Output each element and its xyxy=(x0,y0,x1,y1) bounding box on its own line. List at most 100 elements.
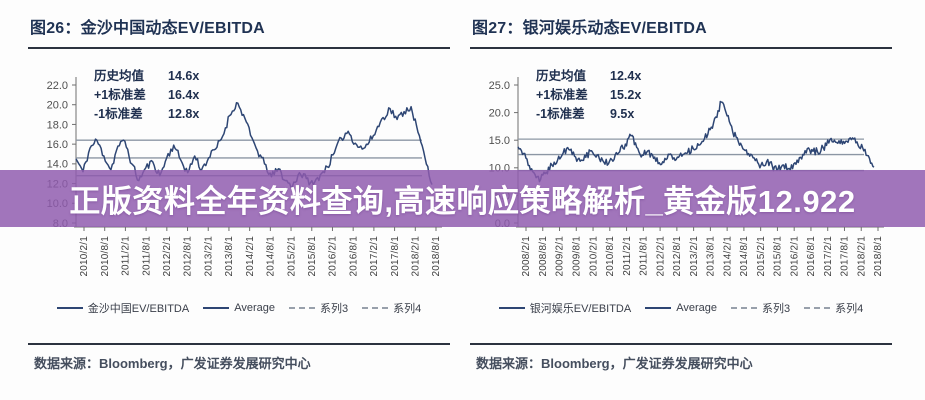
series-line xyxy=(517,100,875,183)
x-tick-label: 2011/8/1 xyxy=(141,236,152,276)
stat-value: 14.6x xyxy=(168,69,200,83)
y-tick-label: 15.0 xyxy=(489,135,510,147)
data-source: 数据来源：Bloomberg，广发证券发展研究中心 xyxy=(34,356,311,371)
stat-row: -1标准差 9.5x xyxy=(536,105,641,124)
legend-item: 系列3 xyxy=(731,300,790,316)
x-tick-label: 2016/8/1 xyxy=(348,236,359,277)
legend-dashed-marker xyxy=(731,307,757,309)
x-tick-label: 2014/8/1 xyxy=(266,236,277,277)
chart-panel-galaxy: 图27：银河娱乐动态EV/EBITDA 25.020.015.010.05.00… xyxy=(470,10,892,372)
x-tick-label: 2017/8/1 xyxy=(840,236,851,277)
stat-row: +1标准差 15.2x xyxy=(536,86,641,105)
title-divider xyxy=(470,47,892,49)
legend-item: 系列4 xyxy=(804,300,863,316)
legend-label: Average xyxy=(234,302,275,314)
stat-row: 历史均值 14.6x xyxy=(94,67,199,86)
stat-label: +1标准差 xyxy=(536,88,588,102)
x-tick-label: 2016/2/1 xyxy=(789,236,800,277)
stat-label: -1标准差 xyxy=(536,107,585,121)
legend-dashed-marker xyxy=(804,307,831,309)
stat-value: 9.5x xyxy=(610,107,635,121)
chart-title: 图26：金沙中国动态EV/EBITDA xyxy=(30,20,265,37)
x-tick-label: 2011/2/1 xyxy=(121,236,132,276)
stat-label: 历史均值 xyxy=(536,69,587,83)
x-tick-label: 2010/8/1 xyxy=(605,236,616,277)
source-divider xyxy=(470,343,892,345)
chart-title: 图27：银河娱乐动态EV/EBITDA xyxy=(472,20,707,37)
x-tick-label: 2008/8/1 xyxy=(538,236,549,277)
x-tick-label: 2018/2/1 xyxy=(410,236,421,277)
legend-item: 系列4 xyxy=(362,300,421,316)
legend-item: Average xyxy=(203,302,275,314)
stat-label: +1标准差 xyxy=(94,88,146,102)
y-tick-label: 20.0 xyxy=(489,107,510,119)
legend-line-marker xyxy=(203,307,230,309)
legend-label: 金沙中国EV/EBITDA xyxy=(87,303,190,315)
y-tick-label: 20.0 xyxy=(47,100,68,112)
x-tick-label: 2016/8/1 xyxy=(806,236,817,277)
legend-label: 银河娱乐EV/EBITDA xyxy=(529,303,632,315)
legend-label: 系列3 xyxy=(320,303,349,315)
x-tick-label: 2010/8/1 xyxy=(100,236,111,277)
y-tick-label: 22.0 xyxy=(47,80,68,92)
x-tick-label: 2010/2/1 xyxy=(588,236,599,277)
legend-label: 系列4 xyxy=(393,303,422,315)
x-tick-label: 2015/8/1 xyxy=(773,236,784,277)
legend-line-marker xyxy=(56,307,83,309)
x-tick-label: 2009/8/1 xyxy=(571,236,582,277)
y-tick-label: 25.0 xyxy=(489,80,510,92)
legend-item: 系列3 xyxy=(289,300,348,316)
legend-line-marker xyxy=(645,307,672,309)
stat-value: 15.2x xyxy=(610,88,642,102)
x-tick-label: 2017/2/1 xyxy=(823,236,834,277)
x-tick-label: 2013/2/1 xyxy=(203,236,214,277)
legend: 银河娱乐EV/EBITDA Average 系列3 系列4 xyxy=(470,299,892,317)
legend-item: Average xyxy=(645,302,717,314)
stat-label: -1标准差 xyxy=(94,107,143,121)
x-tick-label: 2014/2/1 xyxy=(245,236,256,277)
y-tick-label: 14.0 xyxy=(47,159,68,171)
watermark-banner-text: 正版资料全年资料查询,高速响应策略解析_黄金版12.922 xyxy=(69,184,856,219)
legend-item: 金沙中国EV/EBITDA xyxy=(56,300,190,316)
x-tick-label: 2012/8/1 xyxy=(183,236,194,277)
x-tick-label: 2015/8/1 xyxy=(307,236,318,277)
x-tick-label: 2018/8/1 xyxy=(431,236,442,277)
legend-label: Average xyxy=(676,302,717,314)
x-tick-label: 2015/2/1 xyxy=(286,236,297,277)
x-tick-label: 2016/2/1 xyxy=(328,236,339,277)
stat-value: 12.4x xyxy=(610,69,642,83)
x-tick-label: 2017/8/1 xyxy=(390,236,401,277)
legend-label: 系列3 xyxy=(762,303,791,315)
legend-label: 系列4 xyxy=(835,303,864,315)
stat-row: -1标准差 12.8x xyxy=(94,105,199,124)
x-tick-label: 2014/8/1 xyxy=(739,236,750,277)
y-tick-label: 16.0 xyxy=(47,139,68,151)
x-tick-label: 2018/8/1 xyxy=(873,236,884,277)
stat-label: 历史均值 xyxy=(94,69,145,83)
title-divider xyxy=(28,47,450,49)
legend-dashed-marker xyxy=(289,307,315,309)
x-tick-label: 2013/8/1 xyxy=(706,236,717,277)
stat-value: 12.8x xyxy=(168,107,200,121)
legend-dashed-marker xyxy=(362,307,389,309)
x-tick-label: 2010/2/1 xyxy=(79,236,90,277)
x-tick-label: 2018/2/1 xyxy=(856,236,867,277)
x-tick-label: 2012/8/1 xyxy=(672,236,683,277)
source-divider xyxy=(28,343,450,345)
x-tick-label: 2013/2/1 xyxy=(689,236,700,277)
watermark-banner[interactable]: 正版资料全年资料查询,高速响应策略解析_黄金版12.922 xyxy=(0,170,925,227)
x-tick-label: 2008/2/1 xyxy=(521,236,532,277)
x-tick-label: 2009/2/1 xyxy=(555,236,566,277)
stat-row: +1标准差 16.4x xyxy=(94,86,199,105)
stats-annotation: 历史均值 12.4x +1标准差 15.2x -1标准差 9.5x xyxy=(536,67,641,124)
legend-line-marker xyxy=(498,307,525,309)
x-tick-label: 2017/2/1 xyxy=(369,236,380,277)
data-source: 数据来源：Bloomberg，广发证券发展研究中心 xyxy=(476,356,753,371)
x-tick-label: 2011/2/1 xyxy=(622,236,633,276)
y-tick-label: 18.0 xyxy=(47,119,68,131)
x-tick-label: 2013/8/1 xyxy=(224,236,235,277)
stats-annotation: 历史均值 14.6x +1标准差 16.4x -1标准差 12.8x xyxy=(94,67,199,124)
x-tick-label: 2012/2/1 xyxy=(162,236,173,277)
x-tick-label: 2014/2/1 xyxy=(722,236,733,277)
